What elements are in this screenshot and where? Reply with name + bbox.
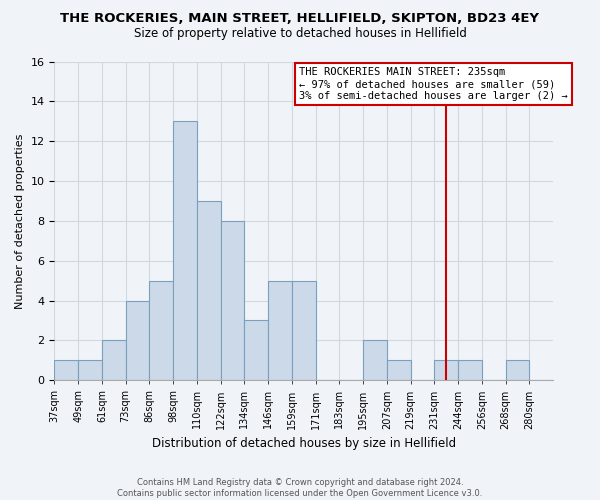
Bar — [55, 360, 78, 380]
X-axis label: Distribution of detached houses by size in Hellifield: Distribution of detached houses by size … — [152, 437, 456, 450]
Bar — [387, 360, 410, 380]
Text: THE ROCKERIES MAIN STREET: 235sqm
← 97% of detached houses are smaller (59)
3% o: THE ROCKERIES MAIN STREET: 235sqm ← 97% … — [299, 68, 568, 100]
Text: Contains HM Land Registry data © Crown copyright and database right 2024.
Contai: Contains HM Land Registry data © Crown c… — [118, 478, 482, 498]
Bar — [221, 221, 244, 380]
Bar — [434, 360, 458, 380]
Bar — [149, 280, 173, 380]
Text: THE ROCKERIES, MAIN STREET, HELLIFIELD, SKIPTON, BD23 4EY: THE ROCKERIES, MAIN STREET, HELLIFIELD, … — [61, 12, 539, 26]
Bar — [292, 280, 316, 380]
Y-axis label: Number of detached properties: Number of detached properties — [15, 133, 25, 308]
Bar — [197, 201, 221, 380]
Text: Size of property relative to detached houses in Hellifield: Size of property relative to detached ho… — [134, 28, 466, 40]
Bar — [125, 300, 149, 380]
Bar — [173, 122, 197, 380]
Bar — [102, 340, 125, 380]
Bar — [363, 340, 387, 380]
Bar — [458, 360, 482, 380]
Bar — [268, 280, 292, 380]
Bar — [244, 320, 268, 380]
Bar — [78, 360, 102, 380]
Bar — [506, 360, 529, 380]
